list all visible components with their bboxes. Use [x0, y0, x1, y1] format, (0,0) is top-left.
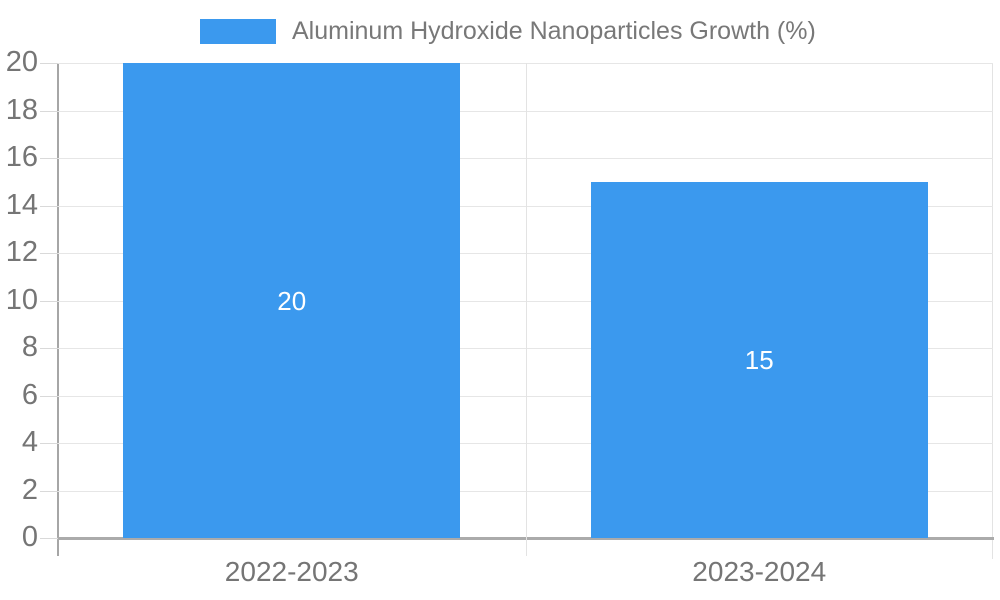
y-axis-tick-label: 12: [5, 235, 38, 268]
plot-area: 20 18 16 14 12 10 8 6 4 2 0 20 2022-2023 15 2023-2024: [6, 47, 994, 586]
bar-2023-2024[interactable]: [590, 181, 928, 538]
y-axis-tick-label: 10: [5, 283, 38, 316]
y-axis-tick: [40, 63, 58, 64]
legend-swatch: [200, 18, 276, 44]
y-axis-line: [57, 63, 59, 556]
y-axis-tick: [40, 205, 58, 207]
y-axis-tick-label: 8: [21, 330, 38, 363]
y-axis-tick: [40, 253, 58, 254]
y-axis-tick-label: 18: [5, 93, 38, 126]
y-axis-tick-label: 0: [21, 520, 38, 553]
legend-label: Aluminum Hydroxide Nanoparticles Growth …: [292, 16, 816, 45]
plot-right-border: [992, 63, 993, 559]
bar-value-label: 20: [277, 285, 307, 316]
y-axis-tick: [40, 443, 58, 444]
y-axis-tick-label: 6: [21, 378, 38, 411]
bar-value-label: 15: [744, 344, 774, 375]
y-axis-tick: [40, 300, 58, 302]
y-axis-tick-label: 4: [21, 425, 38, 458]
x-axis-category-label: 2023-2024: [692, 556, 827, 587]
y-axis-tick-label: 2: [21, 473, 38, 506]
x-axis-category-label: 2022-2023: [224, 556, 359, 587]
y-axis-tick: [40, 490, 58, 492]
y-axis-tick: [40, 348, 58, 349]
legend-item[interactable]: Aluminum Hydroxide Nanoparticles Growth …: [200, 16, 816, 46]
y-axis-tick: [40, 395, 58, 397]
y-axis-tick-label: 20: [5, 45, 38, 78]
category-separator: [525, 63, 527, 556]
y-axis-tick: [40, 538, 58, 539]
y-axis-tick: [40, 158, 58, 159]
bar-2022-2023[interactable]: [123, 63, 461, 538]
y-axis-tick-label: 16: [5, 140, 38, 173]
y-axis-tick: [40, 110, 58, 112]
y-axis-tick-label: 14: [5, 188, 38, 221]
